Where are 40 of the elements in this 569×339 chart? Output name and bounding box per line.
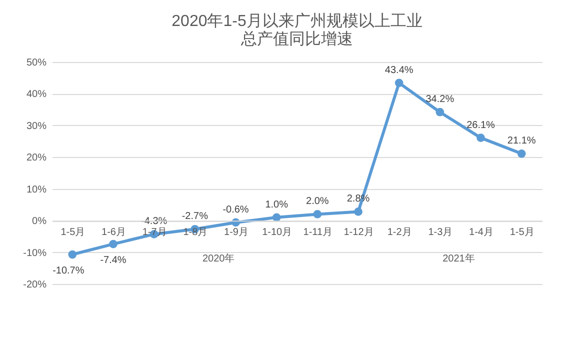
x-tick-label: 1-6月: [102, 227, 126, 238]
point: [436, 108, 444, 116]
data-label: 2.0%: [306, 196, 329, 208]
annotation: 2021年: [442, 252, 475, 265]
y-tick-label: 10%: [26, 184, 47, 196]
x-tick-label: 1-5月: [510, 227, 534, 238]
data-label: 26.1%: [466, 120, 496, 131]
y-tick-label: 40%: [26, 89, 47, 100]
chart-title: 2020年1-5月以来广州规模以上工业总产值同比增速: [172, 12, 422, 48]
y-tick-label: 30%: [26, 120, 47, 132]
point: [394, 78, 404, 88]
point: [68, 250, 77, 259]
data-label: -10.7%: [52, 266, 84, 277]
y-tick-label: 0%: [32, 216, 47, 228]
data-label: -0.6%: [222, 204, 249, 216]
y-tick-label: 20%: [26, 152, 47, 164]
y-tick-label: 50%: [26, 58, 47, 68]
x-tick-label: 1-2月: [387, 227, 412, 238]
y-tick-label: -10%: [23, 248, 47, 259]
x-tick-label: 1-3月: [428, 227, 453, 238]
x-tick-label: 1-10月: [262, 227, 292, 238]
point: [517, 149, 526, 158]
data-label: 34.2%: [426, 94, 454, 106]
data-label: -7.4%: [100, 255, 126, 266]
data-label: -2.7%: [182, 211, 208, 222]
x-tick-label: 1-9月: [224, 227, 248, 238]
point: [313, 210, 322, 218]
point: [109, 240, 118, 248]
data-label: 1.0%: [265, 199, 288, 210]
x-tick-label: 1-12月: [344, 227, 374, 238]
point: [272, 213, 281, 222]
data-label: 21.1%: [507, 136, 536, 147]
annotation: 2020年: [202, 252, 235, 265]
x-tick-label: 1-5月: [60, 227, 86, 238]
x-tick-label: 1-11月: [303, 227, 333, 238]
data-label: 43.4%: [384, 64, 414, 76]
point: [354, 208, 362, 216]
point: [476, 134, 485, 142]
x-tick-label: 1-4月: [469, 227, 494, 238]
y-tick-label: -20%: [23, 280, 47, 290]
